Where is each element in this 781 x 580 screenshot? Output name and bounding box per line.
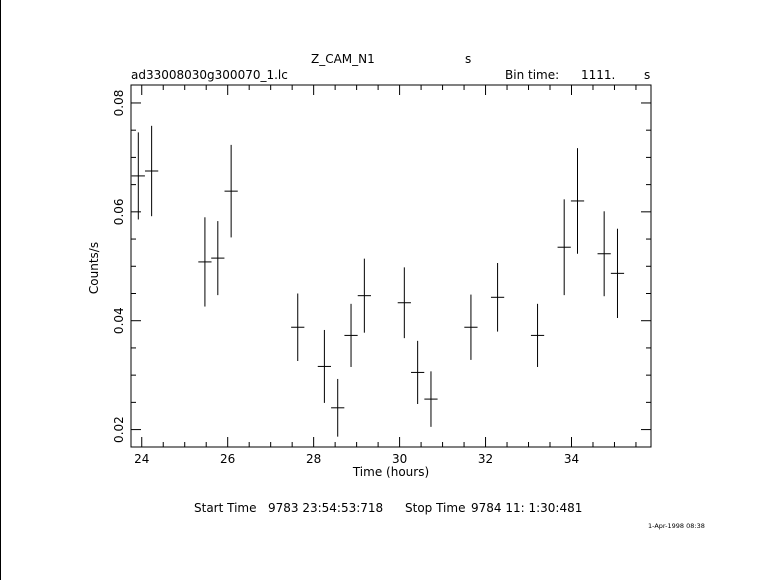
x-tick-label: 34: [564, 452, 579, 466]
date-stamp: 1-Apr-1998 08:38: [648, 522, 705, 530]
data-point: [597, 211, 611, 297]
y-tick-label: 0.04: [112, 307, 126, 334]
data-points: [131, 125, 625, 437]
data-point: [317, 329, 332, 403]
data-point: [198, 217, 212, 307]
plot-frame: [130, 84, 652, 448]
data-point: [490, 263, 505, 332]
stop-time-value: 9784 11: 1:30:481: [471, 501, 583, 515]
data-point: [397, 267, 411, 339]
data-point: [557, 199, 571, 296]
data-point: [131, 132, 145, 220]
data-point: [610, 228, 625, 318]
x-axis-label: Time (hours): [352, 465, 429, 479]
data-point: [570, 148, 585, 254]
left-edge-rule: [0, 0, 1, 580]
data-point: [291, 293, 305, 361]
bin-time-label: Bin time:: [505, 68, 560, 82]
axis-ticks: [131, 85, 651, 447]
x-tick-label: 24: [134, 452, 149, 466]
x-tick-label: 26: [220, 452, 235, 466]
data-point: [145, 125, 159, 217]
object-unit: s: [465, 52, 472, 66]
bin-time-value: 1111.: [581, 68, 616, 82]
start-time-value: 9783 23:54:53:718: [268, 501, 384, 515]
start-time-label: Start Time: [194, 501, 257, 515]
x-tick-label: 30: [392, 452, 407, 466]
y-tick-label: 0.02: [112, 416, 126, 443]
x-tick-label: 32: [478, 452, 493, 466]
data-point: [411, 340, 425, 404]
y-tick-label: 0.06: [112, 198, 126, 225]
data-point: [464, 294, 478, 360]
object-name: Z_CAM_N1: [311, 52, 375, 66]
file-name: ad33008030g300070_1.lc: [131, 68, 288, 82]
axis-tick-labels: 24 26 28 30 32 34 0.02 0.04 0.06 0.08: [112, 90, 579, 466]
data-point: [424, 371, 438, 427]
x-tick-label: 28: [306, 452, 321, 466]
y-tick-label: 0.08: [112, 90, 126, 117]
data-point: [224, 144, 238, 238]
data-point: [331, 378, 345, 437]
data-point: [357, 258, 371, 333]
data-point: [344, 303, 358, 367]
bin-time-unit: s: [644, 68, 651, 82]
data-point: [211, 221, 225, 296]
stop-time-label: Stop Time: [405, 501, 466, 515]
y-axis-label: Counts/s: [87, 242, 101, 294]
data-point: [530, 303, 545, 367]
